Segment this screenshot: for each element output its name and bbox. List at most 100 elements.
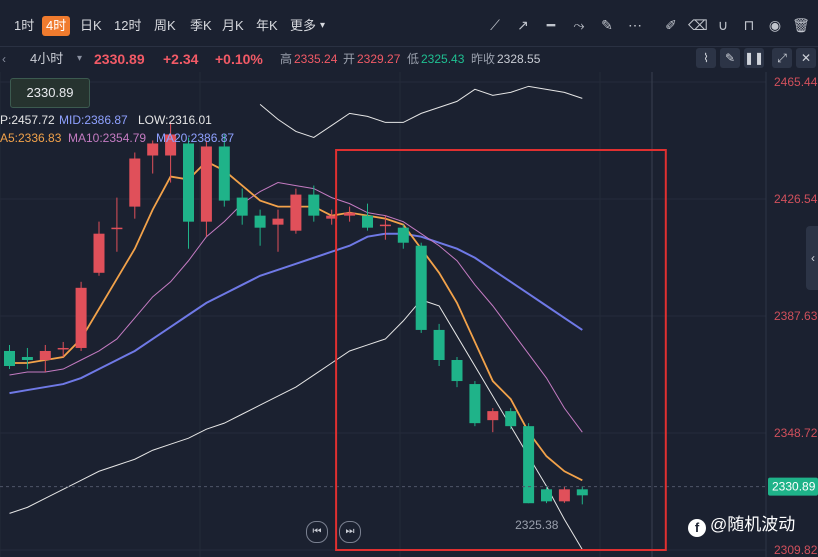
candle-body xyxy=(39,350,51,360)
eye-icon[interactable]: ◉ xyxy=(768,17,782,33)
low-label: 低 xyxy=(407,52,420,66)
ray-tool-icon[interactable]: ↗ xyxy=(517,17,529,33)
last-price-tag xyxy=(768,477,818,496)
boll-upper-legend: P:2457.72 xyxy=(0,113,55,127)
candle-body xyxy=(147,143,159,156)
scroll-left-icon[interactable]: ‹ xyxy=(2,52,6,66)
last-price-tag-label: 2330.89 xyxy=(772,480,816,494)
boll-mid-legend: MID:2386.87 xyxy=(59,113,128,127)
polyline-tool-icon[interactable]: ⤳ xyxy=(573,17,585,33)
candle-body xyxy=(272,218,284,225)
candle-body xyxy=(344,212,356,216)
horizontal-line-icon[interactable]: ━ xyxy=(546,17,556,33)
candle-body xyxy=(576,489,588,496)
tab-year[interactable]: 年K xyxy=(256,18,278,33)
candle-body xyxy=(183,143,194,222)
quote-info-bar: ‹ 4小时 ▾ 2330.89 +2.34 +0.10% 高 2335.24 开… xyxy=(0,46,818,72)
y-tick-label: 2348.72 xyxy=(774,426,818,440)
candle-body xyxy=(200,146,212,222)
zhihu-logo-icon: f xyxy=(688,519,706,537)
crosshair-price-box: 2330.89 xyxy=(10,78,90,108)
expand-icon[interactable]: ⤢ xyxy=(772,48,792,68)
jump-end-icon[interactable]: ⏭ xyxy=(339,521,361,543)
candle-body xyxy=(505,411,517,427)
candle-body xyxy=(558,489,570,502)
candle-body xyxy=(541,489,552,502)
close-icon[interactable]: ✕ xyxy=(796,48,816,68)
candle-body xyxy=(165,134,177,156)
boll-upper-line xyxy=(259,85,583,139)
candle-body xyxy=(93,233,105,273)
candle-body xyxy=(379,224,391,227)
boll-lower-legend: LOW:2316.01 xyxy=(138,113,212,127)
tab-12h[interactable]: 12时 xyxy=(114,18,142,33)
min-price-label: 2325.38 xyxy=(515,518,559,532)
ma20-line xyxy=(9,232,583,395)
edit-icon[interactable]: ✐ xyxy=(665,17,677,33)
watermark: f @随机波动 xyxy=(688,510,795,537)
ma20-legend: MA20:2386.87 xyxy=(156,131,235,145)
more-tools-icon[interactable]: ⋯ xyxy=(628,17,642,33)
candle-body xyxy=(57,347,69,350)
candle-body xyxy=(111,227,123,230)
y-tick-label: 2309.82 xyxy=(774,543,818,557)
candle-body xyxy=(415,245,427,330)
candle-body xyxy=(362,215,373,228)
ma10-line xyxy=(9,182,583,433)
candle-body xyxy=(469,384,481,424)
candle-body xyxy=(75,287,87,348)
candle-body xyxy=(326,215,338,219)
y-tick-label: 2387.63 xyxy=(774,309,818,323)
candle-body xyxy=(236,197,248,216)
y-tick-label: 2465.44 xyxy=(774,75,818,89)
tab-more[interactable]: 更多 xyxy=(290,18,317,33)
tab-week[interactable]: 周K xyxy=(154,18,176,33)
open-value: 2329.27 xyxy=(357,52,401,66)
magnet-icon[interactable]: ∪ xyxy=(717,17,729,33)
candle-body xyxy=(433,329,445,360)
prev-close-label: 昨收 xyxy=(471,52,496,66)
side-panel-toggle-icon[interactable]: ‹ xyxy=(806,226,818,290)
prev-close-value: 2328.55 xyxy=(497,52,541,66)
jump-start-icon[interactable]: ⏮ xyxy=(306,521,328,543)
candle-body xyxy=(218,146,230,201)
candle-body xyxy=(308,194,320,216)
compare-icon[interactable]: ❚❚ xyxy=(744,48,764,68)
candle-body xyxy=(487,411,499,421)
open-label: 开 xyxy=(343,52,356,66)
highlight-box xyxy=(335,149,667,551)
indicator-icon[interactable]: ⌇ xyxy=(696,48,716,68)
high-value: 2335.24 xyxy=(294,52,338,66)
eraser-icon[interactable]: ⌫ xyxy=(688,17,708,33)
tab-day[interactable]: 日K xyxy=(80,18,102,33)
interval-label[interactable]: 4小时 xyxy=(30,51,64,66)
candle-body xyxy=(451,359,463,382)
candle-body xyxy=(4,350,15,367)
tab-month[interactable]: 月K xyxy=(222,18,244,33)
draw-settings-icon[interactable]: ✎ xyxy=(720,48,740,68)
price-change: +2.34 xyxy=(163,51,199,67)
tab-quarter[interactable]: 季K xyxy=(190,18,212,33)
interval-chevron-icon[interactable]: ▾ xyxy=(77,53,83,64)
lock-icon[interactable]: ⊓ xyxy=(743,17,755,33)
trash-icon[interactable]: 🗑 xyxy=(792,17,810,33)
chevron-down-icon[interactable]: ▾ xyxy=(320,20,326,31)
y-tick-label: 2426.54 xyxy=(774,192,818,206)
ma10-legend: MA10:2354.79 xyxy=(68,131,147,145)
boll-lower-line xyxy=(9,299,583,550)
price-change-pct: +0.10% xyxy=(215,51,263,67)
candle-body xyxy=(129,158,141,207)
candle-body xyxy=(397,227,409,243)
candle-body xyxy=(254,215,266,228)
candle-body xyxy=(290,194,302,231)
ma5-legend: A5:2336.83 xyxy=(0,131,62,145)
line-tool-icon[interactable]: ⟋ xyxy=(490,17,500,33)
high-label: 高 xyxy=(280,52,293,66)
last-price: 2330.89 xyxy=(94,51,145,67)
tab-4h[interactable]: 4时 xyxy=(42,16,71,36)
pen-tool-icon[interactable]: ✎ xyxy=(601,17,613,33)
low-value: 2325.43 xyxy=(421,52,465,66)
candle-body xyxy=(21,356,33,360)
tab-1h[interactable]: 1时 xyxy=(14,18,35,33)
